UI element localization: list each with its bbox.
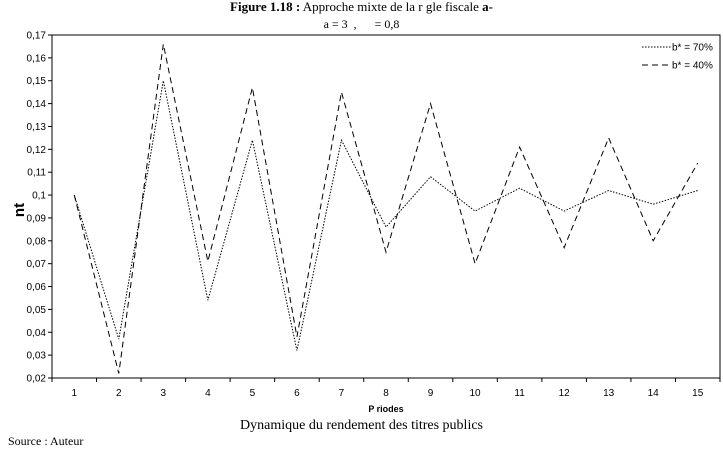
x-axis-label: P riodes (368, 404, 403, 414)
series-lines (73, 44, 699, 374)
y-tick-label: 0,08 (27, 236, 47, 247)
legend: b* = 70% b* = 40% (642, 43, 713, 72)
y-tick-label: 0,06 (27, 282, 47, 293)
x-tick-label: 3 (161, 388, 167, 399)
y-tick-label: 0,04 (27, 328, 47, 339)
y-tick-label: 0,02 (27, 374, 47, 385)
y-tick-label: 0,1 (32, 191, 46, 202)
y-tick-label: 0,03 (27, 351, 47, 362)
y-tick-label: 0,15 (27, 76, 47, 87)
y-tick-label: 0,14 (27, 99, 47, 110)
x-axis: 1 2 3 4 5 6 7 8 9 10 11 12 13 14 15 (51, 378, 721, 399)
x-tick-label: 2 (116, 388, 122, 399)
y-tick-label: 0,07 (27, 259, 47, 270)
x-tick-label: 11 (514, 388, 525, 399)
figure-subtitle: a = 3 , = 0,8 (323, 17, 400, 31)
x-tick-label: 12 (559, 388, 571, 399)
figure-source: Source : Auteur (8, 434, 84, 448)
x-tick-label: 7 (339, 388, 345, 399)
x-tick-label: 14 (648, 388, 660, 399)
series-line-2 (73, 44, 699, 374)
x-tick-label: 4 (205, 388, 211, 399)
x-tick-label: 9 (428, 388, 434, 399)
y-tick-label: 0,05 (27, 305, 47, 316)
x-tick-label: 13 (603, 388, 615, 399)
x-tick-label: 8 (383, 388, 389, 399)
y-axis: 0,17 0,16 0,15 0,14 0,13 0,12 0,11 0,1 0,09 0,08 0… (27, 31, 52, 385)
series-line-1 (73, 80, 698, 351)
figure-title-text: Approche mixte de la r gle fiscale (302, 0, 479, 14)
plot-area (51, 34, 721, 379)
figure-title-suffix: a- (482, 0, 493, 14)
x-tick-label: 6 (294, 388, 300, 399)
y-tick-label: 0,13 (27, 122, 47, 133)
x-tick-label: 1 (71, 388, 77, 399)
figure-title-number: Figure 1.18 : (230, 0, 301, 14)
y-tick-label: 0,09 (27, 213, 47, 224)
y-axis-label: nt (11, 203, 28, 217)
x-tick-label: 5 (250, 388, 256, 399)
figure-title: Figure 1.18 : Approche mixte de la r gle… (0, 0, 723, 14)
y-tick-label: 0,12 (27, 145, 47, 156)
figure-caption: Dynamique du rendement des titres public… (240, 418, 483, 433)
x-tick-label: 10 (470, 388, 482, 399)
y-tick-label: 0,17 (27, 31, 47, 42)
y-tick-label: 0,16 (27, 53, 47, 64)
legend-label-2: b* = 40% (672, 61, 713, 72)
y-tick-label: 0,11 (27, 168, 46, 179)
legend-label-1: b* = 70% (672, 43, 713, 54)
x-tick-label: 15 (692, 388, 704, 399)
